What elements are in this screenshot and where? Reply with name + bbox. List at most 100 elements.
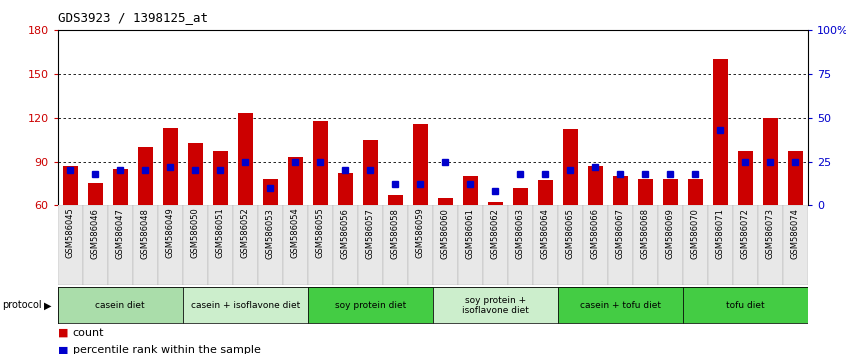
Bar: [138, 147, 152, 205]
Text: soy protein diet: soy protein diet: [334, 301, 406, 310]
Bar: [533, 205, 558, 285]
Text: GSM586067: GSM586067: [616, 208, 625, 259]
Bar: [212, 151, 228, 205]
Bar: [358, 205, 382, 285]
Text: tofu diet: tofu diet: [726, 301, 765, 310]
Bar: [733, 205, 758, 285]
Bar: [783, 205, 808, 285]
Bar: [763, 118, 778, 205]
Text: GSM586054: GSM586054: [291, 208, 299, 258]
Bar: [713, 59, 728, 205]
Text: GSM586048: GSM586048: [140, 208, 150, 258]
Bar: [413, 124, 428, 205]
Bar: [683, 205, 708, 285]
Bar: [332, 205, 358, 285]
Text: GSM586073: GSM586073: [766, 208, 775, 259]
Text: GSM586074: GSM586074: [791, 208, 800, 258]
Bar: [308, 205, 332, 285]
Bar: [558, 287, 683, 323]
Bar: [638, 179, 653, 205]
Bar: [238, 113, 253, 205]
Bar: [308, 287, 432, 323]
Text: GSM586064: GSM586064: [541, 208, 550, 258]
Bar: [133, 205, 157, 285]
Bar: [437, 198, 453, 205]
Bar: [432, 287, 558, 323]
Bar: [387, 195, 403, 205]
Text: GSM586060: GSM586060: [441, 208, 450, 258]
Text: GSM586066: GSM586066: [591, 208, 600, 259]
Bar: [663, 179, 678, 205]
Bar: [613, 176, 628, 205]
Bar: [58, 287, 183, 323]
Text: casein diet: casein diet: [96, 301, 145, 310]
Text: GSM586053: GSM586053: [266, 208, 275, 258]
Text: GSM586050: GSM586050: [190, 208, 200, 258]
Bar: [408, 205, 433, 285]
Bar: [788, 151, 803, 205]
Text: protocol: protocol: [2, 300, 41, 310]
Bar: [683, 287, 808, 323]
Bar: [658, 205, 683, 285]
Text: GSM586065: GSM586065: [566, 208, 574, 258]
Bar: [283, 205, 308, 285]
Bar: [513, 188, 528, 205]
Bar: [183, 287, 308, 323]
Text: GSM586056: GSM586056: [341, 208, 349, 258]
Text: GSM586055: GSM586055: [316, 208, 325, 258]
Text: GSM586071: GSM586071: [716, 208, 725, 258]
Text: count: count: [73, 328, 104, 338]
Bar: [363, 139, 377, 205]
Bar: [83, 205, 107, 285]
Bar: [338, 173, 353, 205]
Bar: [758, 205, 783, 285]
Bar: [483, 205, 508, 285]
Text: GSM586047: GSM586047: [116, 208, 124, 258]
Text: GSM586058: GSM586058: [391, 208, 399, 258]
Bar: [313, 121, 327, 205]
Bar: [538, 181, 552, 205]
Text: ▶: ▶: [44, 300, 52, 310]
Text: GSM586059: GSM586059: [415, 208, 425, 258]
Text: GSM586049: GSM586049: [166, 208, 174, 258]
Text: GSM586046: GSM586046: [91, 208, 100, 258]
Text: GSM586045: GSM586045: [65, 208, 74, 258]
Bar: [87, 183, 102, 205]
Text: ■: ■: [58, 328, 68, 338]
Text: casein + tofu diet: casein + tofu diet: [580, 301, 661, 310]
Bar: [688, 179, 703, 205]
Bar: [183, 205, 207, 285]
Bar: [157, 205, 183, 285]
Bar: [463, 176, 478, 205]
Bar: [262, 179, 277, 205]
Bar: [207, 205, 233, 285]
Text: GSM586061: GSM586061: [466, 208, 475, 258]
Bar: [563, 130, 578, 205]
Text: percentile rank within the sample: percentile rank within the sample: [73, 346, 261, 354]
Text: GSM586052: GSM586052: [240, 208, 250, 258]
Text: GSM586070: GSM586070: [691, 208, 700, 258]
Bar: [588, 166, 603, 205]
Bar: [63, 166, 78, 205]
Bar: [708, 205, 733, 285]
Text: GDS3923 / 1398125_at: GDS3923 / 1398125_at: [58, 11, 207, 24]
Bar: [233, 205, 258, 285]
Bar: [113, 169, 128, 205]
Bar: [488, 202, 503, 205]
Text: GSM586069: GSM586069: [666, 208, 675, 258]
Bar: [258, 205, 283, 285]
Text: GSM586051: GSM586051: [216, 208, 225, 258]
Bar: [458, 205, 483, 285]
Bar: [558, 205, 583, 285]
Text: casein + isoflavone diet: casein + isoflavone diet: [190, 301, 299, 310]
Bar: [107, 205, 133, 285]
Bar: [607, 205, 633, 285]
Bar: [58, 205, 83, 285]
Text: GSM586068: GSM586068: [640, 208, 650, 259]
Bar: [583, 205, 607, 285]
Bar: [508, 205, 533, 285]
Text: ■: ■: [58, 346, 68, 354]
Bar: [633, 205, 658, 285]
Bar: [738, 151, 753, 205]
Text: GSM586057: GSM586057: [365, 208, 375, 258]
